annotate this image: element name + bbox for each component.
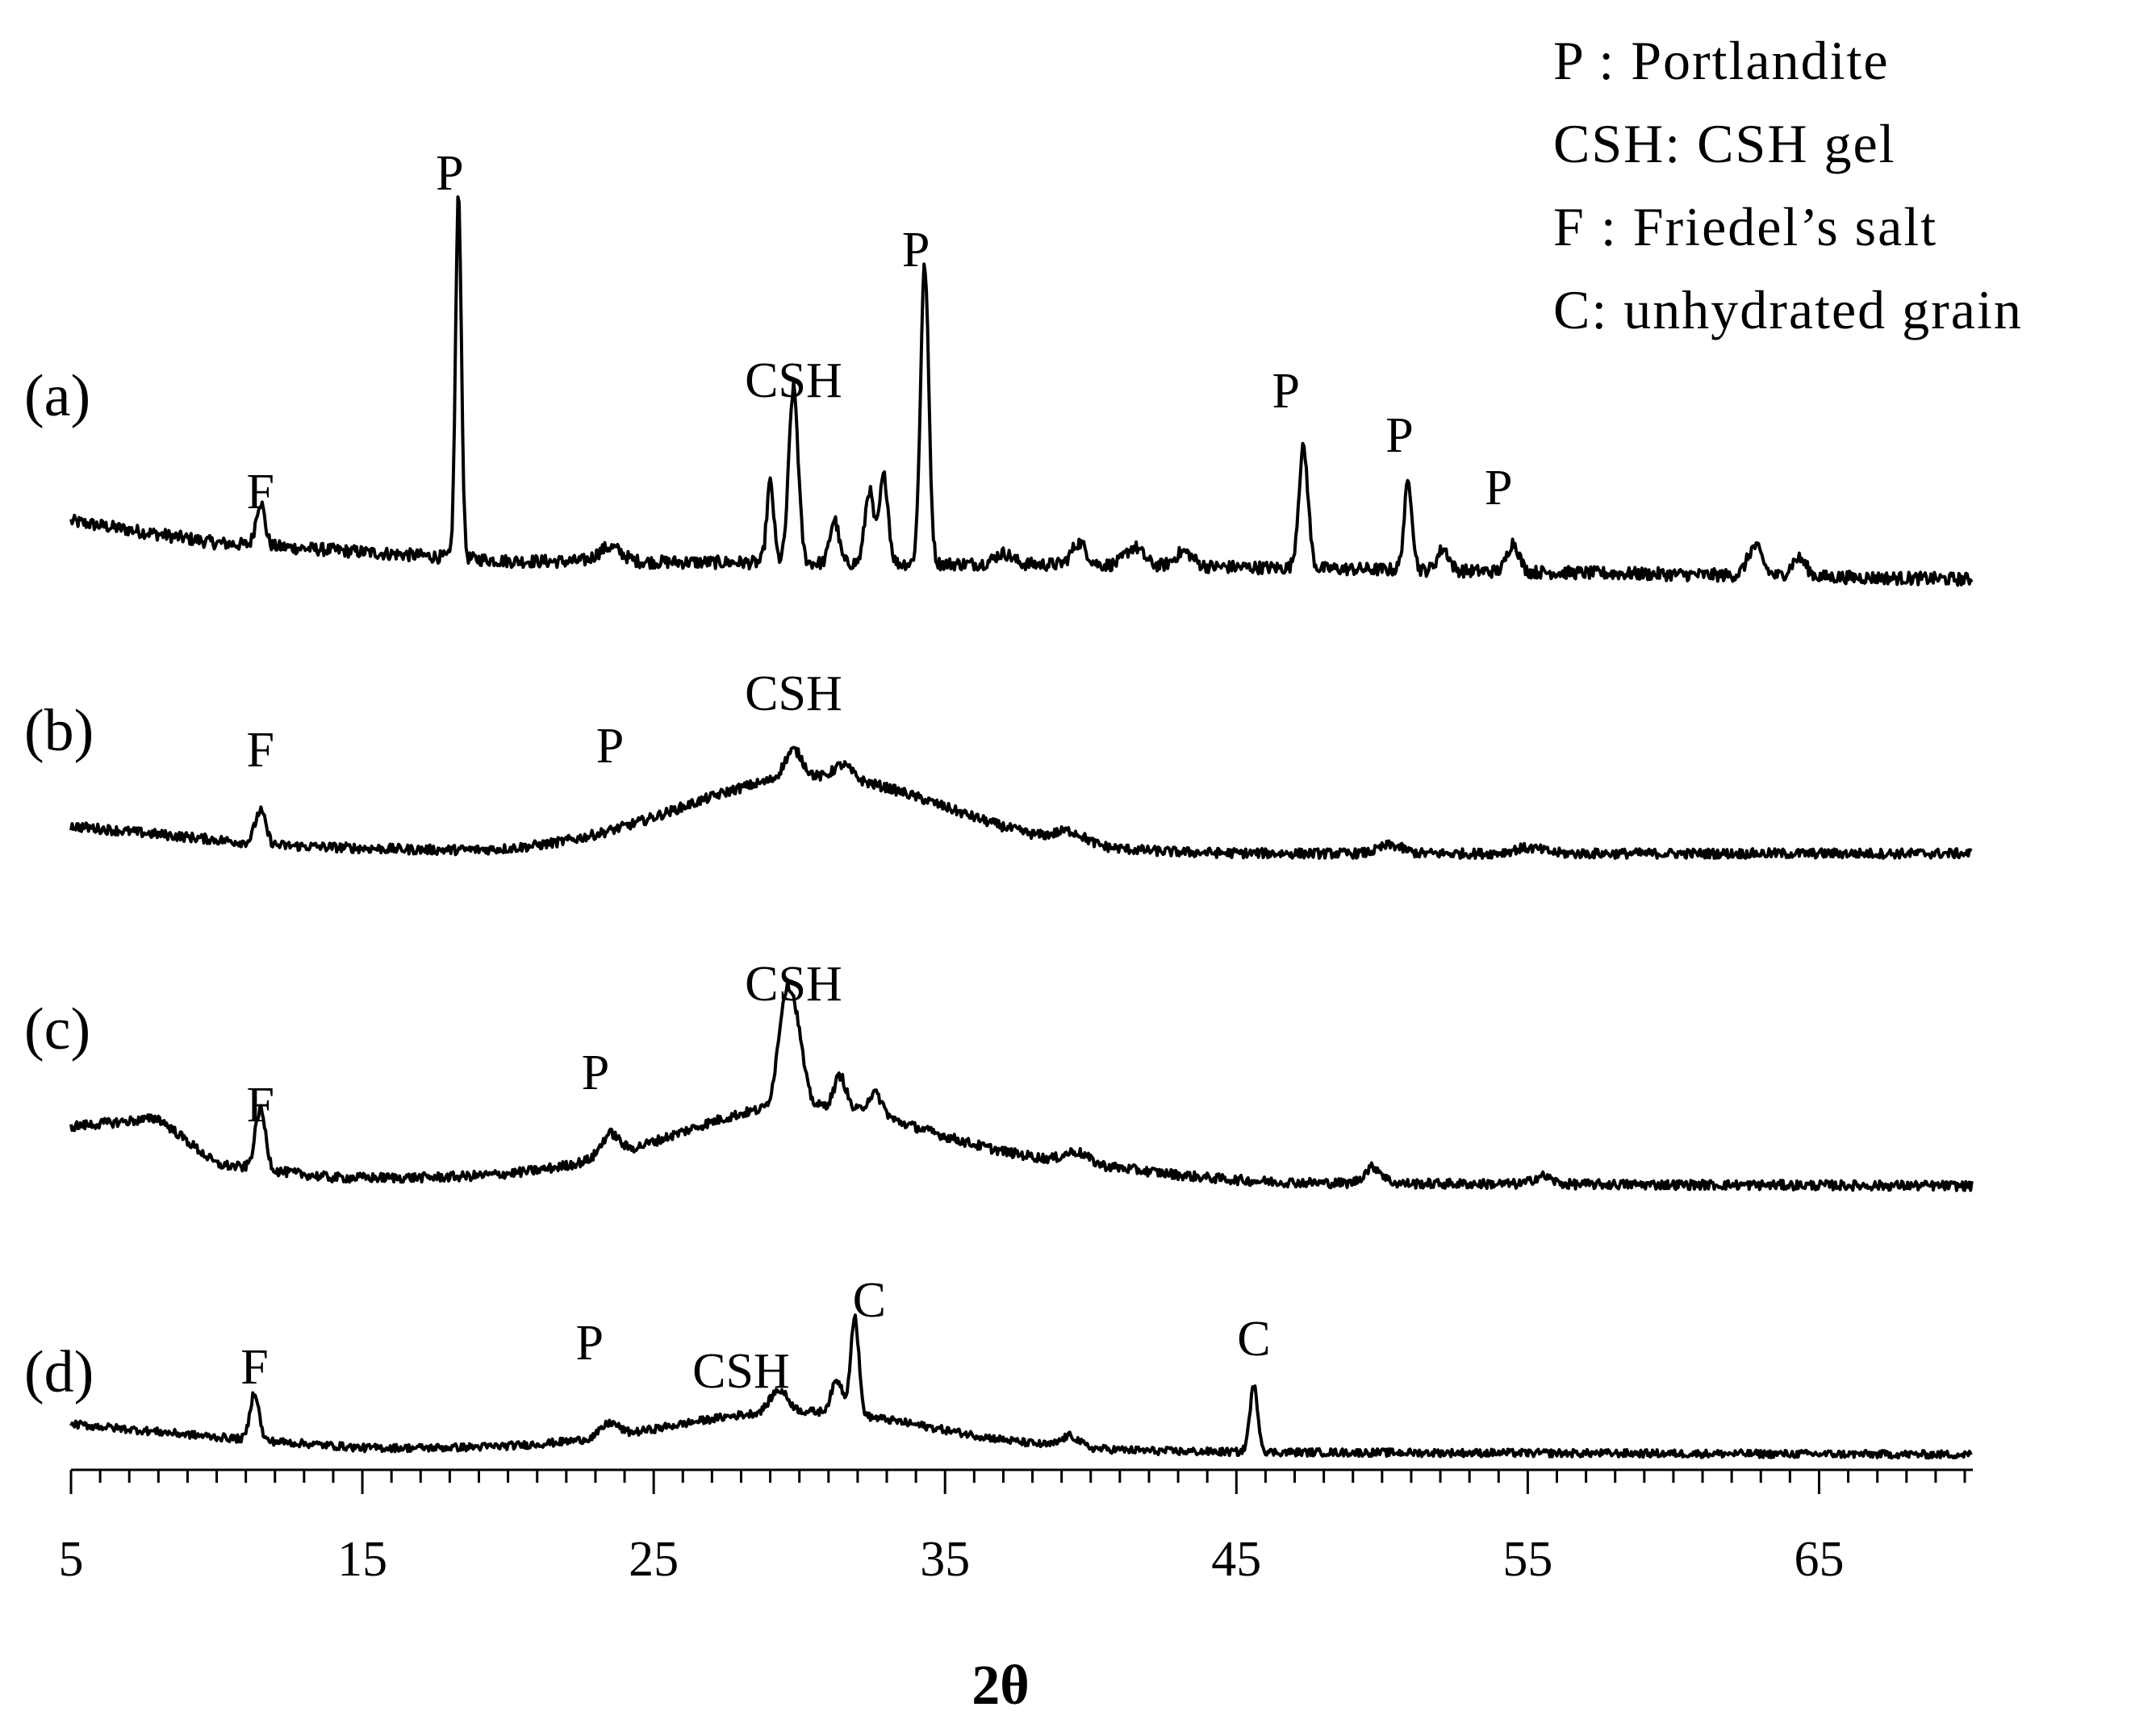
series-4: (d) F P CSH C C — [24, 1273, 1973, 1460]
x-axis-title: 2θ — [971, 1655, 1030, 1717]
peak-label: CSH — [745, 957, 842, 1012]
series-label: (c) — [24, 996, 90, 1062]
peak-label: P — [575, 1316, 603, 1371]
legend: P : Portlandite CSH: CSH gel F : Friedel’s… — [1553, 30, 2023, 340]
series-label: (a) — [24, 363, 90, 429]
series-2: (b) F P CSH — [24, 666, 1973, 860]
series-1: (a) F P CSH P P P P — [24, 146, 1974, 587]
peak-label: P — [436, 146, 463, 201]
legend-entry: P : Portlandite — [1553, 30, 1890, 91]
peak-label: P — [902, 223, 930, 278]
x-tick-label: 25 — [629, 1532, 679, 1587]
peak-label: CSH — [745, 353, 842, 408]
series-line — [69, 979, 1974, 1192]
peak-label: P — [1485, 461, 1512, 515]
peak-label: C — [853, 1273, 886, 1328]
series-line — [69, 745, 1973, 860]
x-axis: 5 15 25 35 45 55 65 — [59, 1468, 1973, 1587]
x-tick-label: 65 — [1794, 1532, 1844, 1587]
peak-label: P — [582, 1046, 609, 1100]
x-tick-label: 45 — [1211, 1532, 1261, 1587]
peak-label: F — [246, 723, 274, 778]
series-label: (d) — [24, 1339, 94, 1405]
x-tick-label: 35 — [920, 1532, 970, 1587]
traces: (a) F P CSH P P P P (b) F P CSH (c) F P CSH (d) F P CSH C C — [24, 146, 1974, 1460]
peak-label: P — [1272, 364, 1299, 419]
peak-label: F — [246, 465, 274, 520]
peak-label: C — [1237, 1312, 1270, 1367]
x-tick-label: 5 — [59, 1532, 84, 1587]
peak-label: CSH — [745, 666, 842, 721]
peak-label: P — [1385, 408, 1413, 463]
x-tick-label: 55 — [1502, 1532, 1552, 1587]
x-tick-label: 15 — [337, 1532, 387, 1587]
series-line — [69, 195, 1974, 587]
peak-label: F — [240, 1340, 268, 1395]
legend-entry: CSH: CSH gel — [1553, 113, 1896, 174]
legend-entry: F : Friedel’s salt — [1553, 196, 1937, 257]
series-line — [69, 1313, 1973, 1460]
peak-label: CSH — [692, 1344, 790, 1399]
legend-entry: C: unhydrated grain — [1553, 279, 2023, 340]
series-label: (b) — [24, 698, 94, 764]
peak-label: P — [596, 719, 624, 774]
peak-label: F — [246, 1078, 274, 1133]
series-3: (c) F P CSH — [24, 957, 1974, 1192]
